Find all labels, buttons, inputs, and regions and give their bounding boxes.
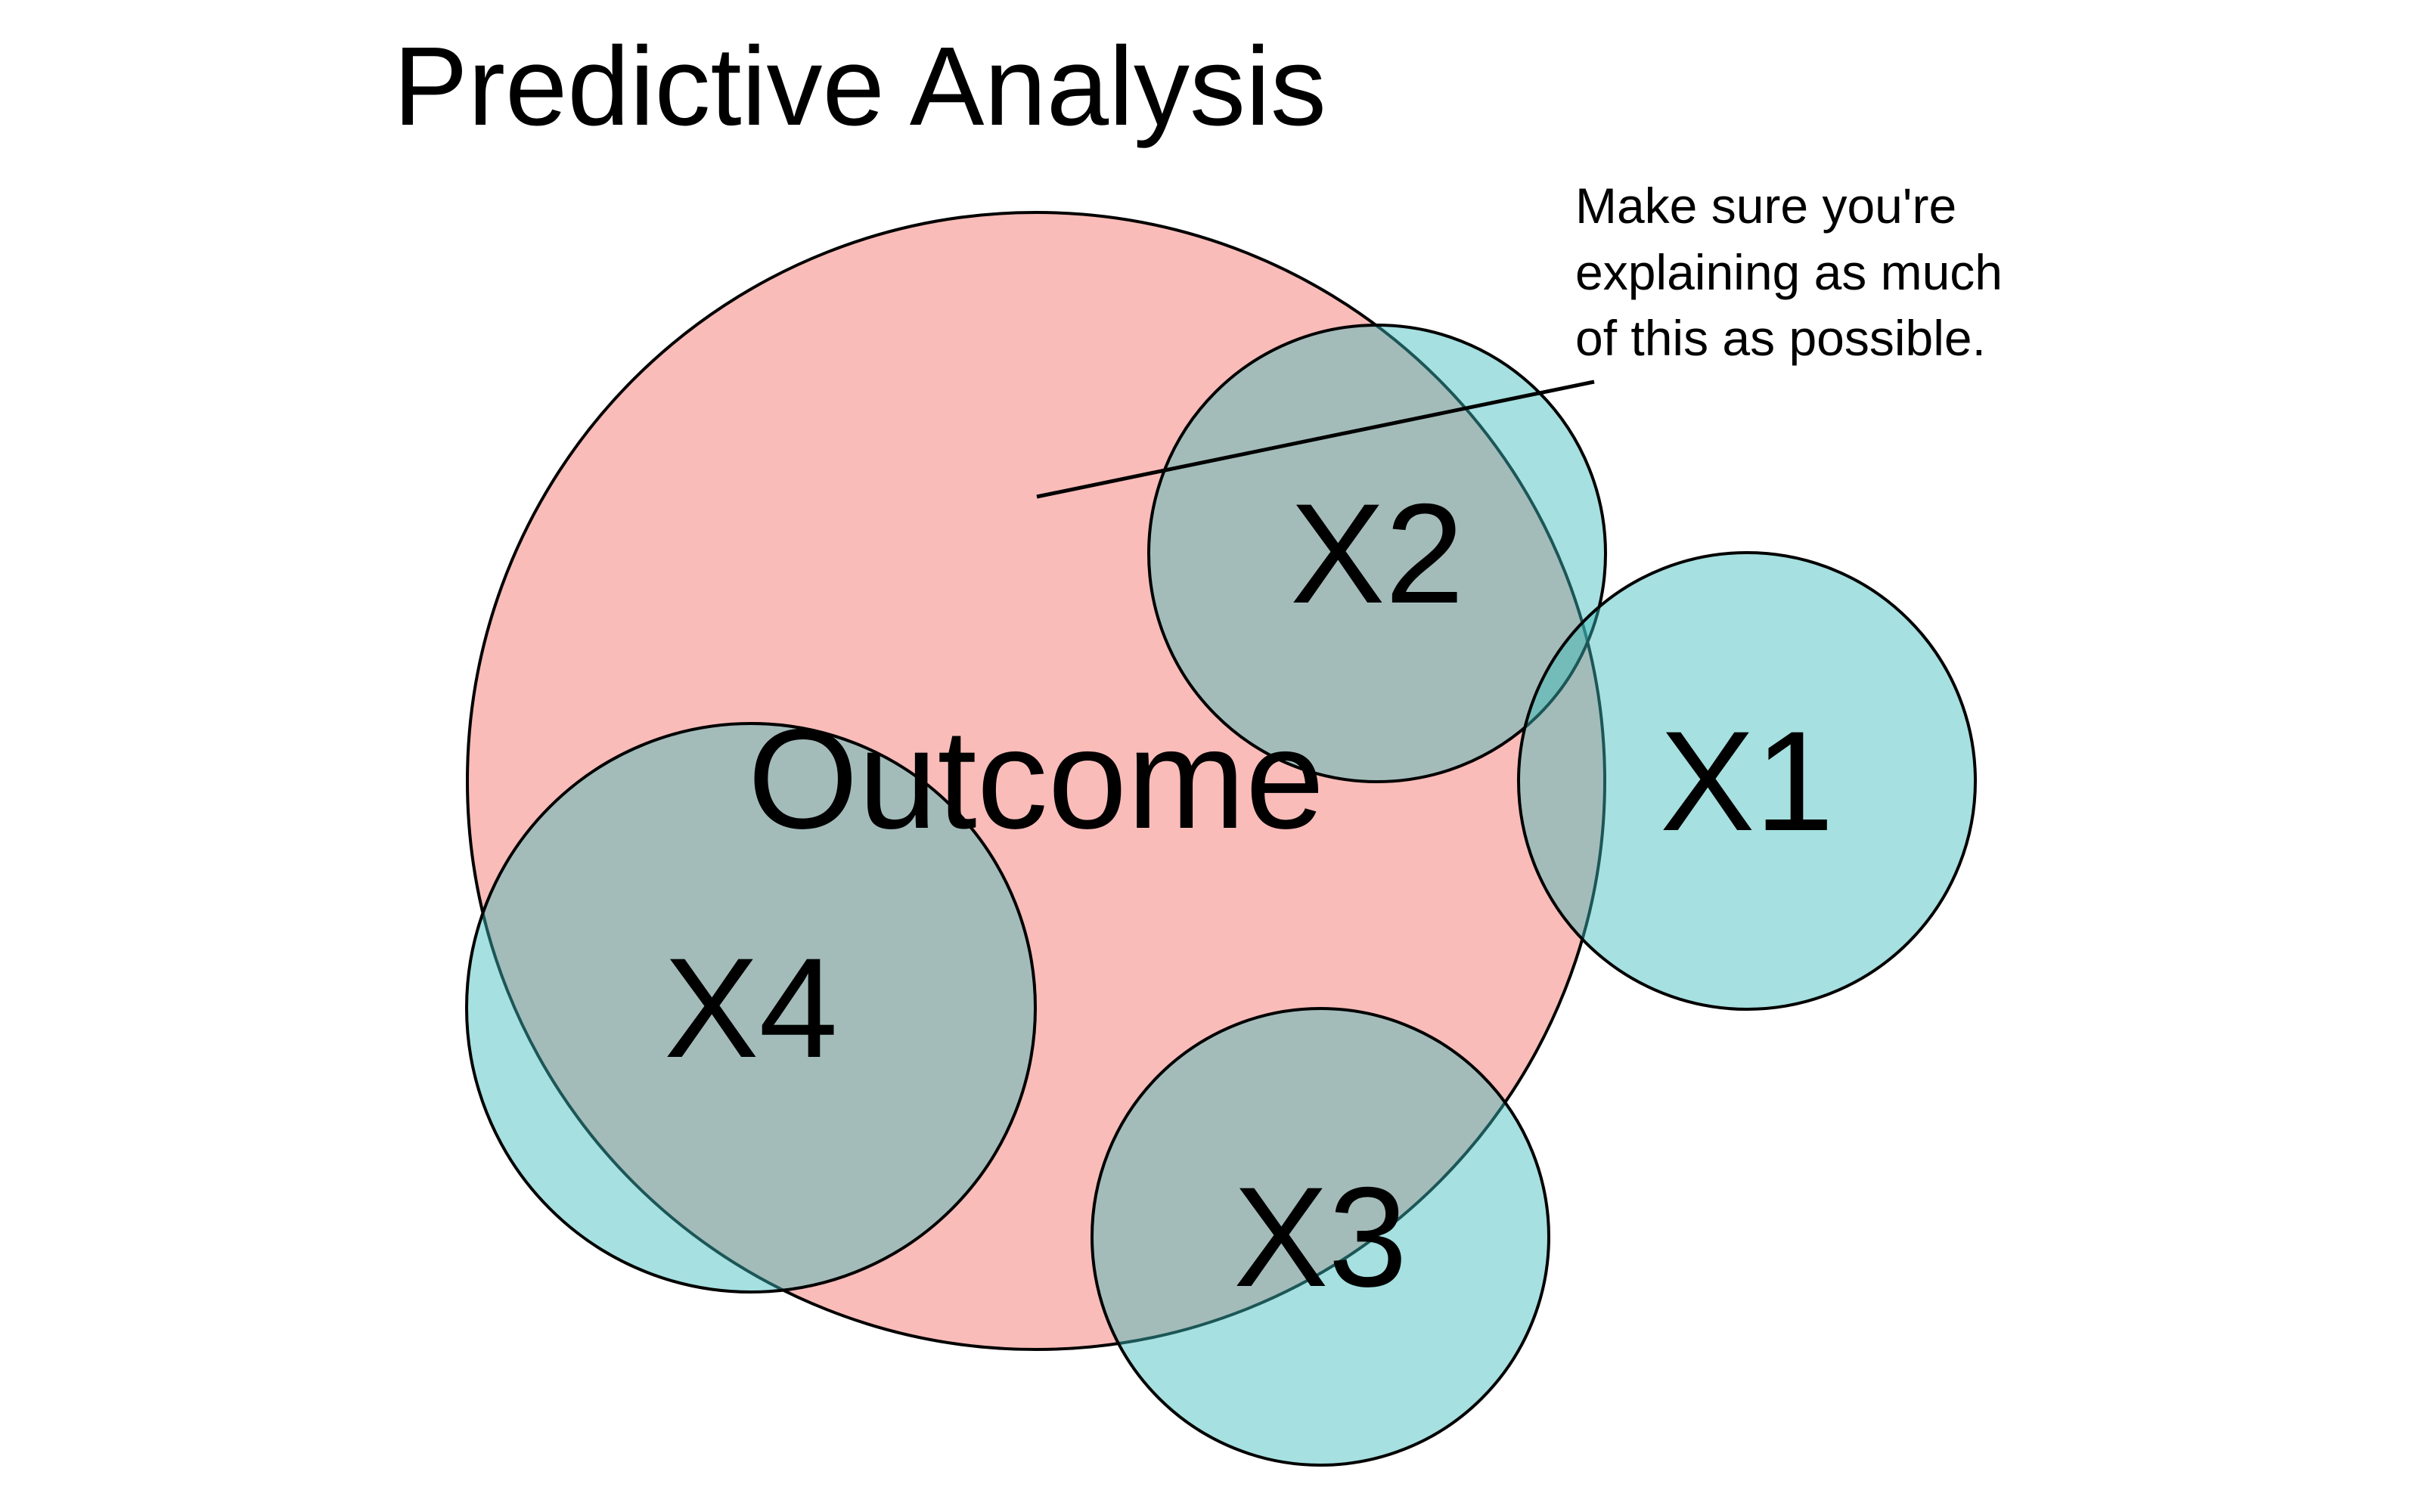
x4-circle [465,722,1037,1294]
annotation-pointer-line [1036,380,1595,499]
outcome-circle [466,211,1606,1351]
x1-label: X1 [1660,702,1834,860]
x3-circle [1091,1007,1550,1467]
x2-label: X2 [1290,474,1464,633]
x3-label: X3 [1233,1157,1407,1316]
annotation-line-2: explaining as much [1575,244,2003,300]
x2-circle [1147,324,1607,783]
diagram-title: Predictive Analysis [393,24,1326,149]
outcome-label: Outcome [748,699,1325,858]
x1-circle [1517,551,1977,1011]
annotation-line-1: Make sure you're [1575,178,1956,234]
x4-label: X4 [664,928,838,1087]
annotation-text: Make sure you're explaining as much of t… [1575,178,2016,366]
annotation-line-3: of this as possible. [1575,310,1986,366]
